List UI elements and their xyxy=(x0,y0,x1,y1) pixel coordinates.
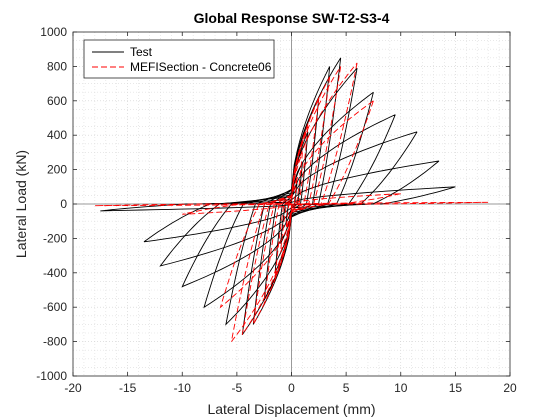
y-tick-label: -200 xyxy=(43,231,67,245)
hysteresis-loop-10 xyxy=(94,201,489,207)
hysteresis-loop-12 xyxy=(100,186,456,212)
x-axis-label: Lateral Displacement (mm) xyxy=(207,401,375,417)
x-tick-label: -20 xyxy=(64,381,82,395)
legend: Test MEFISection - Concrete06 xyxy=(83,39,275,79)
chart-title: Global Response SW-T2-S3-4 xyxy=(194,10,390,26)
y-tick-label: 1000 xyxy=(40,25,67,39)
series-mefisection xyxy=(94,62,489,342)
y-tick-label: 0 xyxy=(60,197,67,211)
legend-label-test: Test xyxy=(130,45,153,59)
y-tick-label: 600 xyxy=(47,94,67,108)
x-tick-label: 20 xyxy=(503,381,517,395)
y-tick-label: -600 xyxy=(43,300,67,314)
x-tick-label: -5 xyxy=(232,381,243,395)
x-tick-label: -15 xyxy=(119,381,137,395)
x-tick-label: 5 xyxy=(343,381,350,395)
x-tick-label: 10 xyxy=(394,381,408,395)
x-tick-label: -10 xyxy=(174,381,192,395)
y-axis-label: Lateral Load (kN) xyxy=(13,150,29,258)
y-tick-label: 400 xyxy=(47,128,67,142)
hysteresis-loop-2 xyxy=(280,152,303,253)
legend-label-mefisection: MEFISection - Concrete06 xyxy=(130,60,272,74)
ticks xyxy=(72,31,511,377)
series-layer xyxy=(94,57,489,342)
x-tick-label: 0 xyxy=(288,381,295,395)
tick-labels: -20 -15 -10 -5 0 5 10 15 20 -1000 -800 -600 -400 -200… xyxy=(36,25,517,395)
hysteresis-loop-9 xyxy=(182,193,401,215)
x-tick-label: 15 xyxy=(449,381,463,395)
y-tick-label: -1000 xyxy=(36,369,67,383)
y-tick-label: 800 xyxy=(47,59,67,73)
y-tick-label: -800 xyxy=(43,335,67,349)
y-tick-label: 200 xyxy=(47,163,67,177)
legend-box xyxy=(83,39,275,79)
y-tick-label: -400 xyxy=(43,266,67,280)
